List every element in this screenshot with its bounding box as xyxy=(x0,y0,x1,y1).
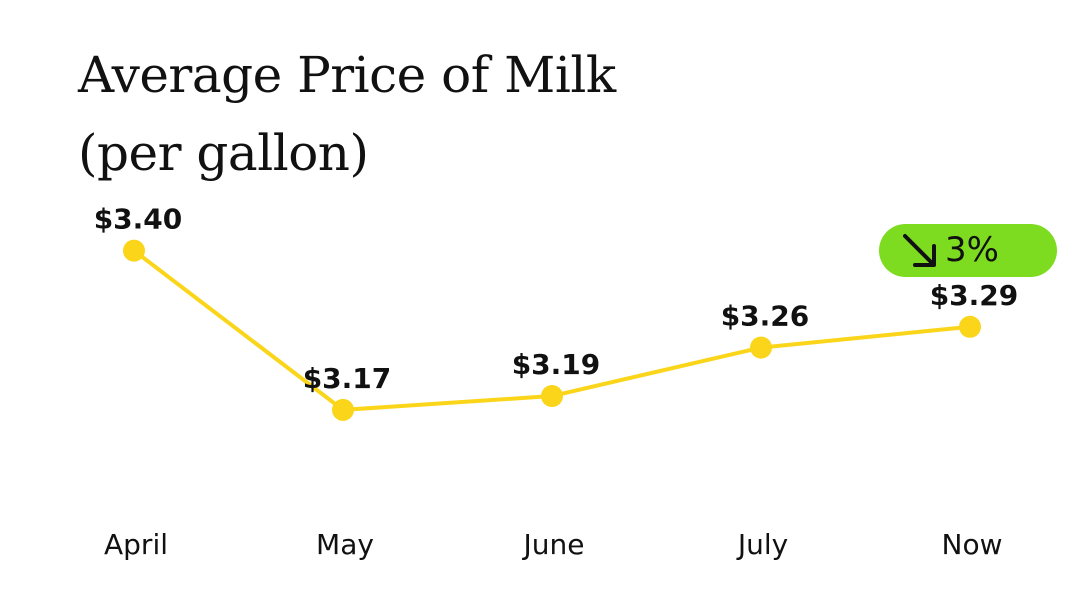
data-point xyxy=(959,315,981,338)
data-point xyxy=(750,336,772,359)
chart-title-line: Average Price of Milk xyxy=(78,46,616,104)
data-label: $3.29 xyxy=(930,279,1019,312)
arrow-down-right-icon xyxy=(903,234,936,267)
change-percent: 3% xyxy=(945,230,999,270)
chart-title: Average Price of Milk (per gallon) xyxy=(78,36,778,192)
x-tick-label: June xyxy=(522,528,585,561)
data-point xyxy=(541,385,563,408)
data-point xyxy=(123,239,145,262)
x-tick-label: Now xyxy=(942,528,1003,561)
data-label: $3.17 xyxy=(303,362,392,395)
chart-subtitle: (per gallon) xyxy=(78,124,369,182)
data-label: $3.19 xyxy=(512,348,601,381)
change-badge: 3% xyxy=(879,224,1057,277)
data-label: $3.26 xyxy=(721,300,810,333)
x-tick-label: July xyxy=(736,528,788,561)
data-point xyxy=(332,398,354,421)
data-label: $3.40 xyxy=(94,203,183,236)
x-tick-label: April xyxy=(104,528,168,561)
x-tick-label: May xyxy=(316,528,374,561)
